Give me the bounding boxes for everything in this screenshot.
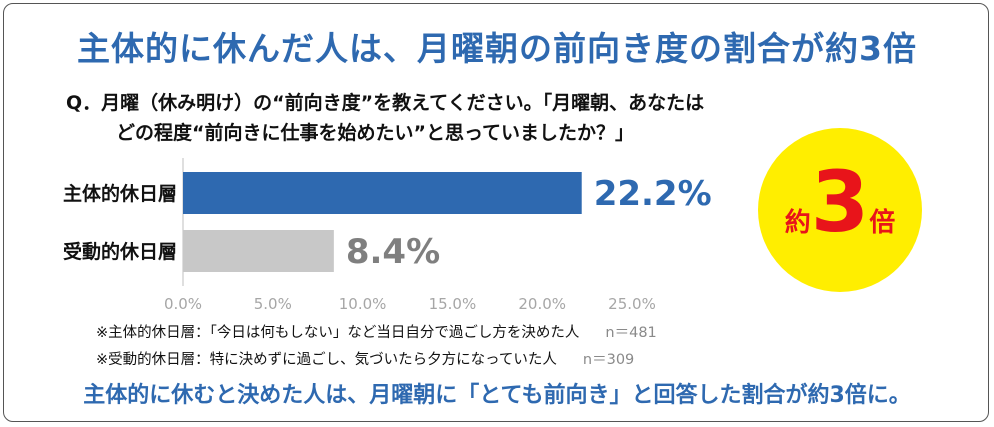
x-tick-label-5: 20.0% [518, 295, 566, 313]
x-tick-label-2: 5.0% [254, 295, 292, 313]
question-line-1: Q．月曜（休み明け）の“前向き度”を教えてください。「月曜朝、あなたは [66, 92, 705, 114]
badge-number: 3 [810, 153, 870, 251]
question-text: Q．月曜（休み明け）の“前向き度”を教えてください。「月曜朝、あなたは どの程度… [66, 88, 704, 148]
question-line-2: どの程度“前向きに仕事を始めたい”と思っていましたか？」 [116, 122, 635, 144]
x-tick-label-1: 0.0% [164, 295, 202, 313]
value-label-1: 22.2% [594, 174, 712, 214]
value-label-2: 8.4% [346, 232, 440, 272]
page-title: 主体的に休んだ人は、月曜朝の前向き度の割合が約3倍 [77, 29, 917, 68]
note-1: ※主体的休日層：「今日は何もしない」など当日自分で過ごし方を決めた人 n＝481 [96, 321, 657, 342]
note-2-text: ※受動的休日層：特に決めずに過ごし、気づいたら夕方になっていた人 [96, 352, 557, 368]
badge-suffix: 倍 [869, 208, 896, 238]
footer-summary: 主体的に休むと決めた人は、月曜朝に「とても前向き」と回答した割合が約3倍に。 [83, 383, 911, 408]
note-1-text: ※主体的休日層：「今日は何もしない」など当日自分で過ごし方を決めた人 [96, 325, 580, 341]
x-tick-label-6: 25.0% [608, 295, 656, 313]
x-tick-label-4: 15.0% [429, 295, 477, 313]
category-label-2: 受動的休日層 [63, 240, 177, 263]
note-2-n: n＝309 [582, 352, 635, 368]
note-2: ※受動的休日層：特に決めずに過ごし、気づいたら夕方になっていた人 n＝309 [96, 348, 634, 369]
note-1-n: n＝481 [605, 325, 657, 341]
bar-1 [183, 172, 582, 214]
badge-prefix: 約 [784, 208, 811, 238]
x-tick-label-3: 10.0% [339, 295, 387, 313]
ratio-badge: 約 3 倍 [758, 128, 922, 292]
bar-2 [183, 230, 334, 272]
category-label-1: 主体的休日層 [63, 182, 177, 205]
bar-chart: 主体的休日層 22.2% 受動的休日層 8.4% 0.0% 5.0% 10.0% 15.0% 2… [63, 158, 712, 313]
